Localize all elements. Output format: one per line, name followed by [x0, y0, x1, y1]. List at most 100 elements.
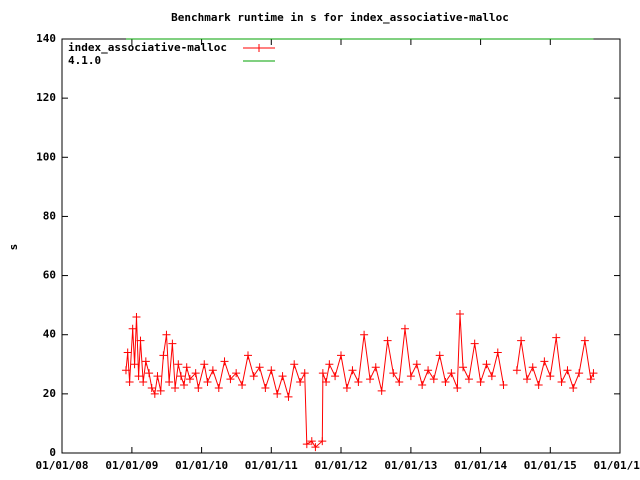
point-marker: [563, 366, 572, 375]
point-marker: [255, 363, 264, 372]
y-tick-label: 0: [49, 446, 56, 459]
point-marker: [546, 372, 555, 381]
point-marker: [191, 369, 200, 378]
point-marker: [377, 386, 386, 395]
point-marker: [482, 360, 491, 369]
point-marker: [150, 389, 159, 398]
point-marker: [121, 366, 130, 375]
point-marker: [185, 375, 194, 384]
point-marker: [447, 369, 456, 378]
point-marker: [424, 366, 433, 375]
point-marker: [311, 443, 320, 452]
point-marker: [180, 380, 189, 389]
point-marker: [557, 378, 566, 387]
point-marker: [322, 378, 331, 387]
point-marker: [244, 351, 252, 360]
point-marker: [383, 336, 392, 345]
point-marker: [342, 383, 351, 392]
point-marker: [337, 351, 345, 360]
x-tick-label: 01/01/12: [315, 459, 368, 472]
point-marker: [290, 360, 299, 369]
x-tick-label: 01/01/13: [384, 459, 437, 472]
point-marker: [136, 336, 145, 345]
y-axis-label: s: [7, 244, 20, 251]
point-marker: [165, 378, 174, 387]
point-marker: [278, 372, 287, 381]
point-marker: [174, 360, 183, 369]
point-marker: [128, 324, 137, 333]
point-marker: [348, 366, 357, 375]
point-marker: [273, 389, 282, 398]
y-tick-label: 80: [43, 209, 56, 222]
y-tick-label: 120: [36, 91, 56, 104]
point-marker: [139, 378, 148, 387]
point-marker: [238, 380, 247, 389]
point-marker: [145, 369, 154, 378]
y-tick-label: 100: [36, 150, 56, 163]
x-tick-label: 01/01/08: [36, 459, 89, 472]
point-marker: [400, 324, 409, 333]
point-marker: [453, 383, 462, 392]
point-marker: [455, 310, 464, 319]
point-marker: [464, 375, 473, 384]
point-marker: [499, 380, 508, 389]
point-marker: [476, 378, 485, 387]
point-marker: [153, 372, 162, 381]
point-marker: [534, 380, 543, 389]
point-marker: [540, 357, 549, 366]
point-marker: [159, 351, 168, 360]
point-marker: [569, 383, 578, 392]
point-marker: [226, 375, 235, 384]
x-tick-label: 01/01/09: [105, 459, 158, 472]
x-tick-label: 01/01/14: [454, 459, 507, 472]
point-marker: [125, 378, 134, 387]
point-marker: [176, 372, 185, 381]
x-tick-label: 01/01/11: [245, 459, 298, 472]
point-marker: [371, 363, 380, 372]
x-tick-label: 01/01/16: [594, 459, 640, 472]
point-marker: [528, 363, 537, 372]
point-marker: [267, 366, 276, 375]
point-marker: [130, 360, 139, 369]
point-marker: [162, 330, 171, 339]
point-marker: [435, 351, 444, 360]
point-marker: [300, 369, 309, 378]
point-marker: [296, 378, 305, 387]
point-marker: [418, 380, 427, 389]
x-tick-label: 01/01/15: [524, 459, 577, 472]
point-marker: [307, 437, 316, 446]
legend-label: index_associative-malloc: [68, 41, 227, 54]
point-marker: [395, 378, 404, 387]
point-marker: [470, 339, 479, 348]
point-marker: [156, 386, 165, 395]
point-marker: [200, 360, 209, 369]
point-marker: [487, 372, 496, 381]
point-marker: [208, 366, 217, 375]
point-marker: [261, 383, 270, 392]
point-marker: [493, 348, 502, 357]
point-marker: [325, 360, 334, 369]
series-line: [125, 313, 594, 448]
point-marker: [552, 333, 561, 342]
point-marker: [354, 378, 363, 387]
y-tick-label: 140: [36, 32, 56, 45]
point-marker: [318, 437, 327, 446]
legend-label: 4.1.0: [68, 54, 101, 67]
point-marker: [459, 363, 468, 372]
point-marker: [389, 369, 398, 378]
point-marker: [412, 360, 421, 369]
point-marker: [168, 339, 177, 348]
x-tick-label: 01/01/10: [175, 459, 228, 472]
point-marker: [232, 369, 241, 378]
point-marker: [366, 375, 375, 384]
legend-marker: [255, 44, 263, 52]
point-marker: [331, 372, 340, 381]
point-marker: [360, 330, 369, 339]
point-marker: [194, 383, 203, 392]
point-marker: [575, 369, 584, 378]
point-marker: [512, 366, 521, 375]
point-marker: [429, 375, 438, 384]
point-marker: [249, 372, 258, 381]
plot-frame: [61, 38, 621, 454]
point-marker: [302, 440, 311, 449]
